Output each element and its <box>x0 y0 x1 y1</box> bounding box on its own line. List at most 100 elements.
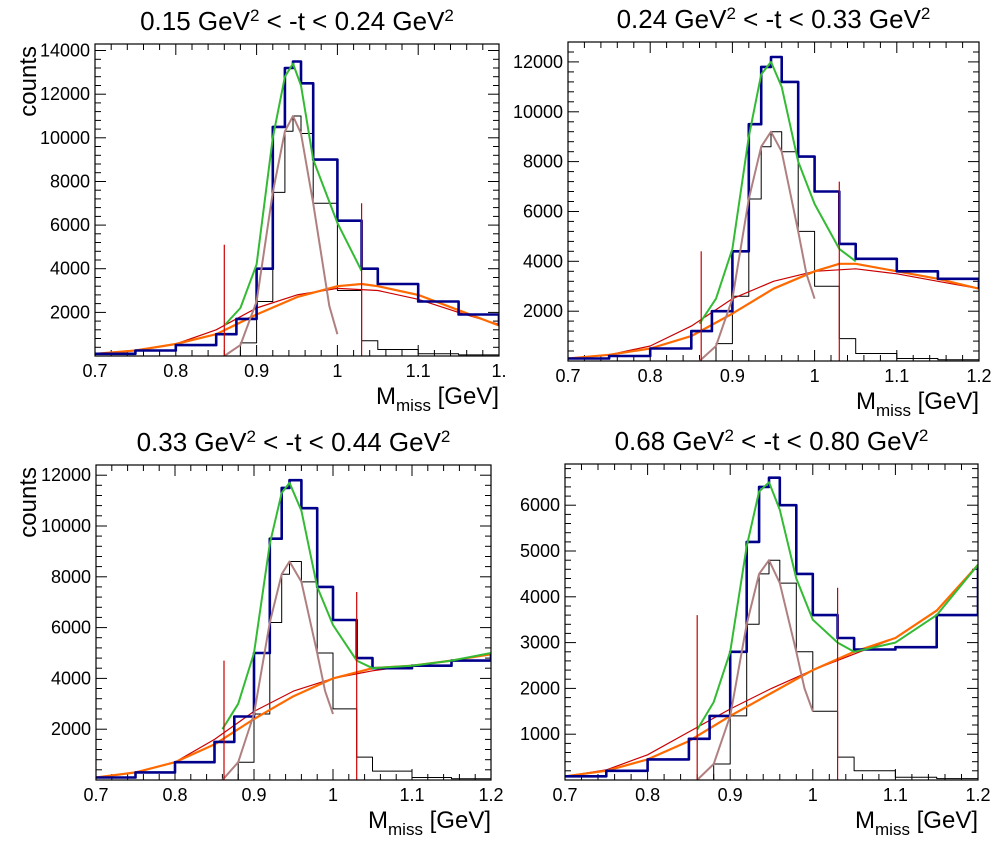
x-tick-label: 0.8 <box>635 785 660 805</box>
y-tick-label: 4000 <box>523 251 563 271</box>
series-signal-fit <box>223 115 339 356</box>
series-signal-fit <box>698 130 816 361</box>
plot-frame <box>95 464 492 781</box>
x-axis-label-subscript: miss <box>875 820 910 839</box>
series-data <box>96 478 491 779</box>
x-axis-label-part: M <box>856 388 876 415</box>
plot-area <box>95 44 499 356</box>
y-tick-label: 8000 <box>51 567 91 587</box>
title-part: < -t < 0.44 GeV <box>256 427 442 457</box>
series-group <box>568 55 979 361</box>
x-tick-label: 0.9 <box>244 361 269 381</box>
plot-frame <box>567 41 980 362</box>
series-total-fit <box>221 481 491 730</box>
x-tick-label: 0.7 <box>82 361 107 381</box>
series-total-fit <box>223 62 363 327</box>
title-superscript: 2 <box>441 427 450 446</box>
y-tick-label: 3000 <box>520 633 560 653</box>
series-group <box>96 478 491 780</box>
series-signal-fit <box>221 560 334 780</box>
x-tick-label: 0.9 <box>718 785 743 805</box>
x-axis-label-part: [GeV] <box>910 807 978 834</box>
series-signal-fit <box>696 559 814 780</box>
y-tick-label: 4000 <box>50 259 90 279</box>
title-part: 0.68 GeV <box>615 426 726 456</box>
x-tick-label: 1 <box>808 785 818 805</box>
y-tick-label: 12000 <box>40 84 90 104</box>
title-superscript: 2 <box>921 4 930 23</box>
x-tick-label: 0.8 <box>163 361 188 381</box>
y-tick-label: 10000 <box>40 128 90 148</box>
series-total-fit <box>698 60 857 325</box>
title-part: 0.33 GeV <box>137 427 248 457</box>
x-tick-label: 0.8 <box>162 785 187 805</box>
series-data <box>95 60 499 356</box>
title-part: < -t < 0.80 GeV <box>734 426 920 456</box>
series-signal-mc <box>688 559 978 780</box>
title-part: < -t < 0.33 GeV <box>736 4 922 34</box>
y-tick-label: 2000 <box>520 678 560 698</box>
x-tick-label: 0.7 <box>555 366 580 386</box>
title-superscript: 2 <box>724 426 733 445</box>
series-total-fit <box>696 481 978 731</box>
x-tick-label: 1 <box>810 366 820 386</box>
series-group <box>95 60 499 356</box>
x-tick-label: 1.1 <box>399 785 424 805</box>
x-tick-label: 1.1 <box>883 785 908 805</box>
panel-top-left: 0.7 0.8 0.9 1 1.1 1. 2000 4000 6000 8000 10000 1200… <box>15 6 507 415</box>
y-axis-label: counts <box>15 46 42 117</box>
x-tick-label: 0.7 <box>552 785 577 805</box>
x-tick-label: 1.1 <box>884 366 909 386</box>
series-data <box>568 55 979 360</box>
panel-bottom-right: 0.7 0.8 0.9 1 1.1 1.2 1000 2000 3000 4000 5000 6000… <box>520 426 991 839</box>
panel-top-right: 0.7 0.8 0.9 1 1.1 1.2 2000 4000 6000 8000 10000 120… <box>513 4 992 420</box>
x-axis-label: Mmiss [GeV] <box>856 388 979 420</box>
y-tick-label: 2000 <box>523 301 563 321</box>
y-tick-label: 6000 <box>523 202 563 222</box>
x-axis-label-part: M <box>376 383 396 410</box>
x-tick-label: 1.2 <box>966 366 991 386</box>
x-tick-label: 1.1 <box>406 361 431 381</box>
title-part: 0.24 GeV <box>617 4 728 34</box>
title-superscript: 2 <box>444 6 453 25</box>
x-tick-label: 1. <box>491 361 506 381</box>
plot-area <box>96 465 491 780</box>
y-tick-label: 10000 <box>41 516 91 536</box>
x-axis-label-part: M <box>368 807 388 834</box>
y-tick-label: 8000 <box>50 172 90 192</box>
plot-area <box>568 42 979 361</box>
x-axis-label: Mmiss [GeV] <box>368 807 491 839</box>
y-tick-label: 1000 <box>520 724 560 744</box>
chart-title: 0.15 GeV2 < -t < 0.24 GeV2 <box>140 6 454 36</box>
x-tick-label: 0.9 <box>241 785 266 805</box>
y-tick-label: 8000 <box>523 152 563 172</box>
x-tick-label: 0.7 <box>83 785 108 805</box>
y-tick-label: 4000 <box>520 587 560 607</box>
y-axis-label: counts <box>15 467 42 538</box>
plot-area <box>565 464 978 780</box>
x-tick-label: 0.8 <box>638 366 663 386</box>
y-tick-label: 2000 <box>51 719 91 739</box>
y-tick-label: 4000 <box>51 668 91 688</box>
x-axis-label-part: [GeV] <box>431 383 499 410</box>
y-tick-label: 2000 <box>50 302 90 322</box>
x-axis-label-subscript: miss <box>388 820 423 839</box>
series-group <box>565 476 978 780</box>
chart-title: 0.24 GeV2 < -t < 0.33 GeV2 <box>617 4 931 34</box>
y-tick-label: 6000 <box>51 618 91 638</box>
x-tick-label: 1 <box>328 785 338 805</box>
x-axis-label-part: M <box>855 807 875 834</box>
x-axis-label: Mmiss [GeV] <box>855 807 978 839</box>
x-axis-label-part: [GeV] <box>911 388 979 415</box>
chart-title: 0.33 GeV2 < -t < 0.44 GeV2 <box>137 427 451 457</box>
series-background-fit <box>95 282 499 355</box>
title-superscript: 2 <box>919 426 928 445</box>
series-background-model <box>568 268 979 360</box>
panel-bottom-left: 0.7 0.8 0.9 1 1.1 1.2 2000 4000 6000 8000 10000 120… <box>15 427 504 839</box>
x-axis-label-part: [GeV] <box>423 807 491 834</box>
y-tick-label: 12000 <box>513 52 563 72</box>
x-axis-label: Mmiss [GeV] <box>376 383 499 415</box>
x-axis-label-subscript: miss <box>396 396 431 415</box>
title-part: 0.15 GeV <box>140 6 251 36</box>
